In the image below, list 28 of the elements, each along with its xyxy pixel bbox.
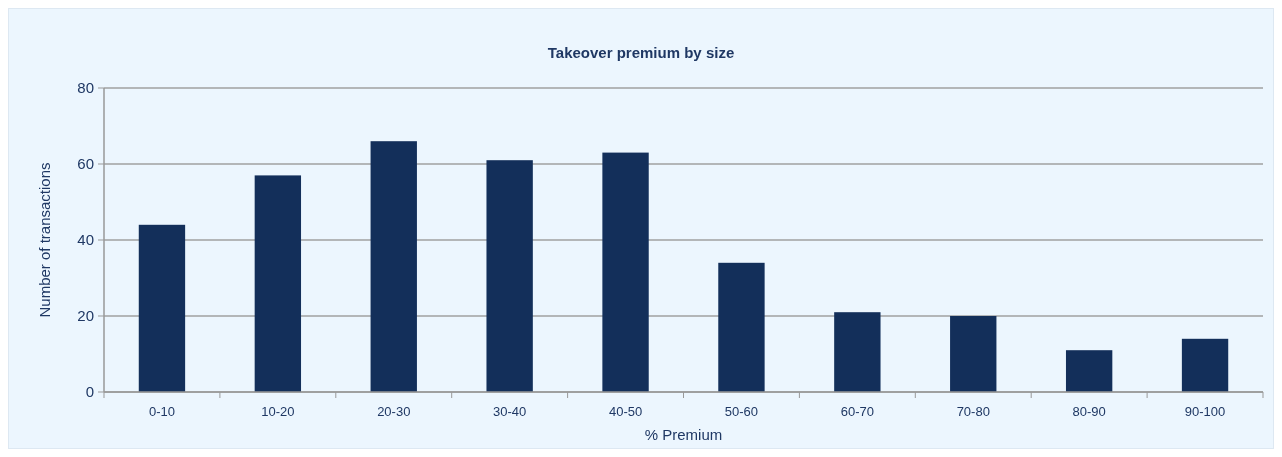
y-tick-label: 60 xyxy=(77,155,94,173)
bar xyxy=(138,224,186,392)
x-tick-label: 40-50 xyxy=(608,404,643,419)
x-tick-label: 10-20 xyxy=(261,404,295,419)
bar xyxy=(1181,338,1229,392)
x-tick-label: 70-80 xyxy=(956,404,990,419)
bar xyxy=(1065,350,1113,392)
x-axis-title: % Premium xyxy=(644,426,723,443)
bar xyxy=(486,160,533,392)
bar xyxy=(950,316,997,392)
bar xyxy=(602,152,649,392)
bar xyxy=(718,262,765,392)
chart-title: Takeover premium by size xyxy=(547,44,735,61)
x-tick-label: 90-100 xyxy=(1184,404,1226,419)
x-tick-label: 20-30 xyxy=(377,404,411,419)
y-tick-label: 40 xyxy=(77,231,94,249)
x-tick-label: 80-90 xyxy=(1072,404,1106,419)
bar xyxy=(370,141,417,392)
x-tick-label: 30-40 xyxy=(493,404,527,419)
bar xyxy=(254,175,302,392)
x-tick-label: 0-10 xyxy=(148,404,175,419)
bar xyxy=(834,312,881,392)
x-tick-label: 60-70 xyxy=(840,404,874,419)
y-tick-label: 80 xyxy=(77,79,94,97)
y-tick-label: 20 xyxy=(77,307,94,325)
x-tick-label: 50-60 xyxy=(724,404,759,419)
y-axis-title: Number of transactions xyxy=(36,162,53,318)
y-tick-label: 0 xyxy=(85,383,94,401)
